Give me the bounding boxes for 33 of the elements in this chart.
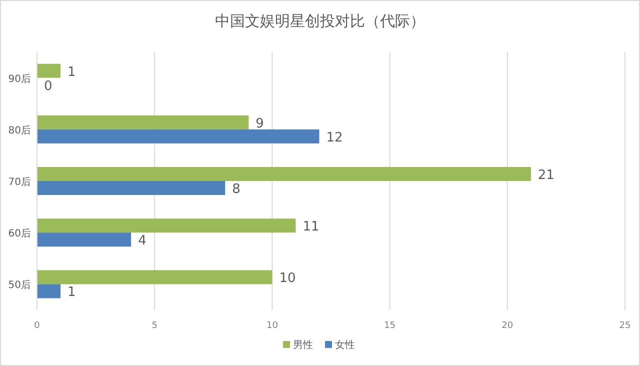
x-tick-label: 5 bbox=[152, 321, 158, 331]
x-tick-label: 0 bbox=[34, 321, 40, 331]
data-label: 1 bbox=[68, 285, 76, 300]
x-tick-label: 20 bbox=[502, 321, 514, 331]
bar bbox=[37, 64, 61, 78]
bar bbox=[37, 270, 272, 284]
legend-label: 女性 bbox=[335, 339, 355, 351]
legend-label: 男性 bbox=[293, 339, 313, 351]
data-label: 1 bbox=[68, 64, 76, 80]
chart-title: 中国文娱明星创投对比（代际） bbox=[215, 12, 425, 30]
x-tick-label: 25 bbox=[619, 321, 631, 331]
data-label: 8 bbox=[232, 182, 240, 197]
bar bbox=[37, 181, 226, 195]
bar bbox=[37, 129, 320, 144]
bar bbox=[37, 232, 132, 247]
data-label: 9 bbox=[256, 116, 264, 132]
data-label: 0 bbox=[44, 78, 52, 94]
data-label: 10 bbox=[279, 271, 296, 286]
x-tick-label: 15 bbox=[384, 321, 396, 331]
y-tick-label: 80后 bbox=[8, 124, 31, 136]
bar bbox=[37, 218, 296, 233]
y-tick-label: 70后 bbox=[8, 176, 31, 188]
y-tick-label: 60后 bbox=[8, 228, 31, 240]
data-label: 4 bbox=[138, 234, 146, 249]
bar bbox=[37, 284, 61, 298]
data-label: 12 bbox=[326, 130, 343, 146]
y-tick-label: 50后 bbox=[8, 279, 31, 292]
data-label: 11 bbox=[302, 220, 320, 235]
bar bbox=[37, 167, 531, 181]
y-tick-label: 90后 bbox=[8, 72, 31, 85]
x-tick-label: 10 bbox=[266, 321, 278, 331]
bar bbox=[37, 115, 249, 130]
data-label: 21 bbox=[538, 168, 554, 183]
